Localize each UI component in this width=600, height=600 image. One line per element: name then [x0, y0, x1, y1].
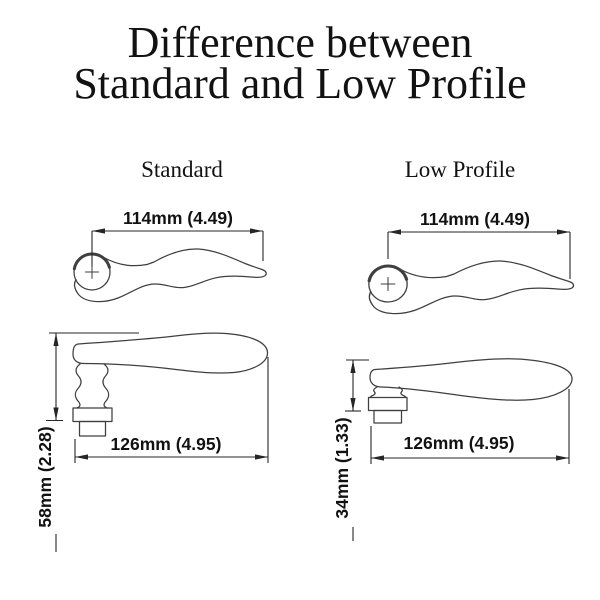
low-profile-width-value: 114mm (4.49)	[420, 209, 530, 229]
standard-base	[78, 420, 107, 437]
low-profile-length-dimension: 126mm (4.95)	[370, 389, 570, 464]
arrowhead-right	[556, 455, 569, 461]
standard-height-value: 58mm (2.28)	[35, 426, 55, 527]
low-profile-collar	[367, 396, 408, 412]
arrowhead-right	[557, 229, 570, 235]
standard-section: Standard 114mm (4.49)	[35, 157, 269, 552]
standard-column-label: Standard	[141, 157, 223, 182]
arrowhead-up	[53, 333, 59, 346]
standard-collar	[72, 407, 113, 423]
low-profile-section: Low Profile 114mm (4.49)	[332, 157, 576, 541]
standard-width-dimension: 114mm (4.49)	[91, 208, 264, 267]
standard-side-view-drawing	[72, 332, 269, 437]
title-line-1: Difference between	[128, 18, 473, 67]
arrowhead-left	[388, 229, 401, 235]
standard-height-dimension: 58mm (2.28)	[35, 332, 139, 552]
standard-top-view-drawing	[72, 247, 268, 304]
low-profile-height-value: 34mm (1.33)	[332, 417, 352, 518]
standard-length-dimension: 126mm (4.95)	[74, 357, 269, 463]
low-profile-length-value: 126mm (4.95)	[404, 433, 515, 453]
low-profile-width-dimension: 114mm (4.49)	[387, 209, 571, 279]
low-profile-top-view-drawing	[367, 259, 576, 316]
standard-width-value: 114mm (4.49)	[123, 208, 233, 228]
low-profile-column-label: Low Profile	[405, 157, 516, 182]
arrowhead-down	[350, 398, 356, 411]
arrowhead-left	[92, 228, 105, 234]
low-profile-base	[373, 409, 403, 424]
low-profile-side-view-drawing	[367, 358, 573, 424]
arrowhead-right	[250, 228, 263, 234]
low-profile-height-dimension: 34mm (1.33)	[332, 359, 369, 541]
arrowhead-left	[75, 454, 88, 460]
arrowhead-left	[371, 455, 384, 461]
standard-length-value: 126mm (4.95)	[111, 434, 222, 454]
title-line-2: Standard and Low Profile	[73, 59, 526, 108]
arrowhead-right	[255, 454, 268, 460]
page-title: Difference between Standard and Low Prof…	[73, 18, 526, 108]
arrowhead-down	[53, 407, 59, 421]
arrowhead-up	[350, 360, 356, 373]
